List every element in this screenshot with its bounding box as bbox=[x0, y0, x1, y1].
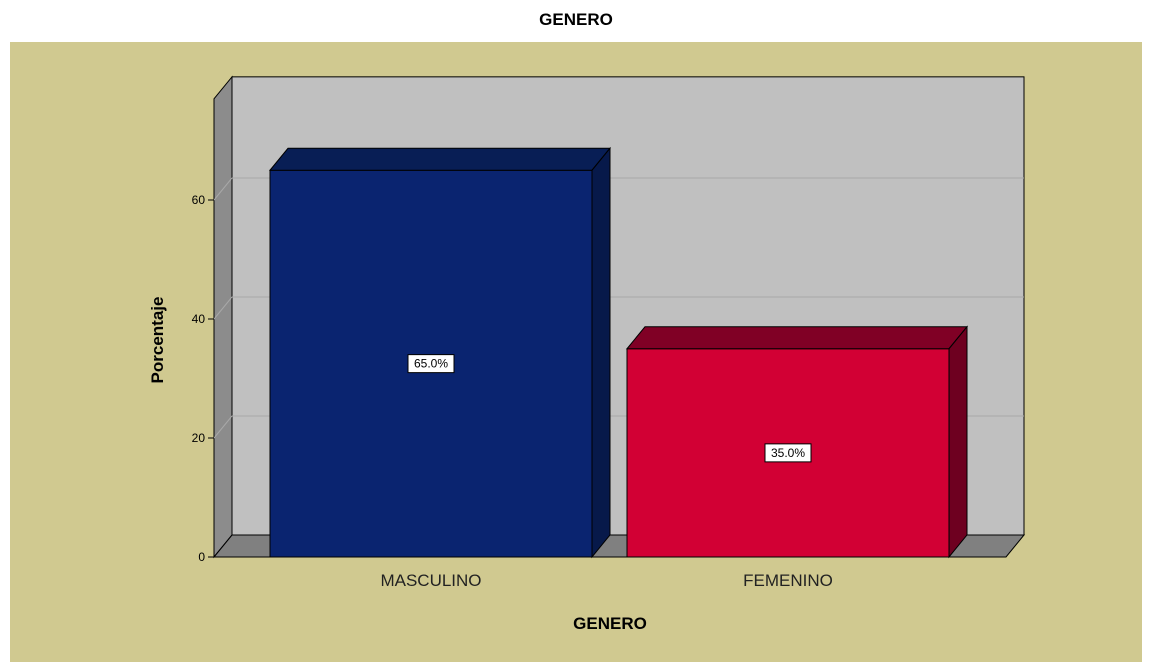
data-label-box bbox=[407, 354, 455, 374]
bar-side bbox=[948, 325, 968, 559]
y-tick-label: 60 bbox=[192, 193, 206, 207]
x-axis-title: GENERO bbox=[573, 614, 647, 633]
gridline-side bbox=[213, 415, 233, 439]
gridline-side bbox=[213, 296, 233, 320]
data-label: 35.0% bbox=[764, 443, 812, 463]
y-tick-label: 40 bbox=[192, 312, 206, 326]
y-tick-label: 20 bbox=[192, 431, 206, 445]
category-labels: MASCULINO FEMENINO bbox=[380, 571, 832, 590]
data-label-box bbox=[764, 443, 812, 463]
x-category-label: MASCULINO bbox=[380, 571, 481, 590]
bar-side bbox=[591, 146, 611, 559]
bars bbox=[268, 146, 969, 559]
bar-top bbox=[268, 147, 612, 171]
bar-femenino bbox=[625, 325, 969, 559]
x-category-label: FEMENINO bbox=[743, 571, 833, 590]
chart-title: GENERO bbox=[539, 10, 613, 29]
data-labels: 65.0% 35.0% bbox=[407, 354, 812, 463]
data-label-text: 35.0% bbox=[771, 446, 805, 460]
y-axis-title: Porcentaje bbox=[148, 297, 167, 384]
data-label: 65.0% bbox=[407, 354, 455, 374]
bar-top bbox=[625, 326, 969, 350]
y-tick-label: 0 bbox=[198, 550, 205, 564]
gridline-side bbox=[213, 177, 233, 201]
data-label-text: 65.0% bbox=[414, 357, 448, 371]
y-axis-ticks: 0 20 40 60 bbox=[192, 193, 214, 564]
bar-masculino bbox=[268, 146, 612, 559]
plot-left-wall bbox=[213, 75, 233, 559]
